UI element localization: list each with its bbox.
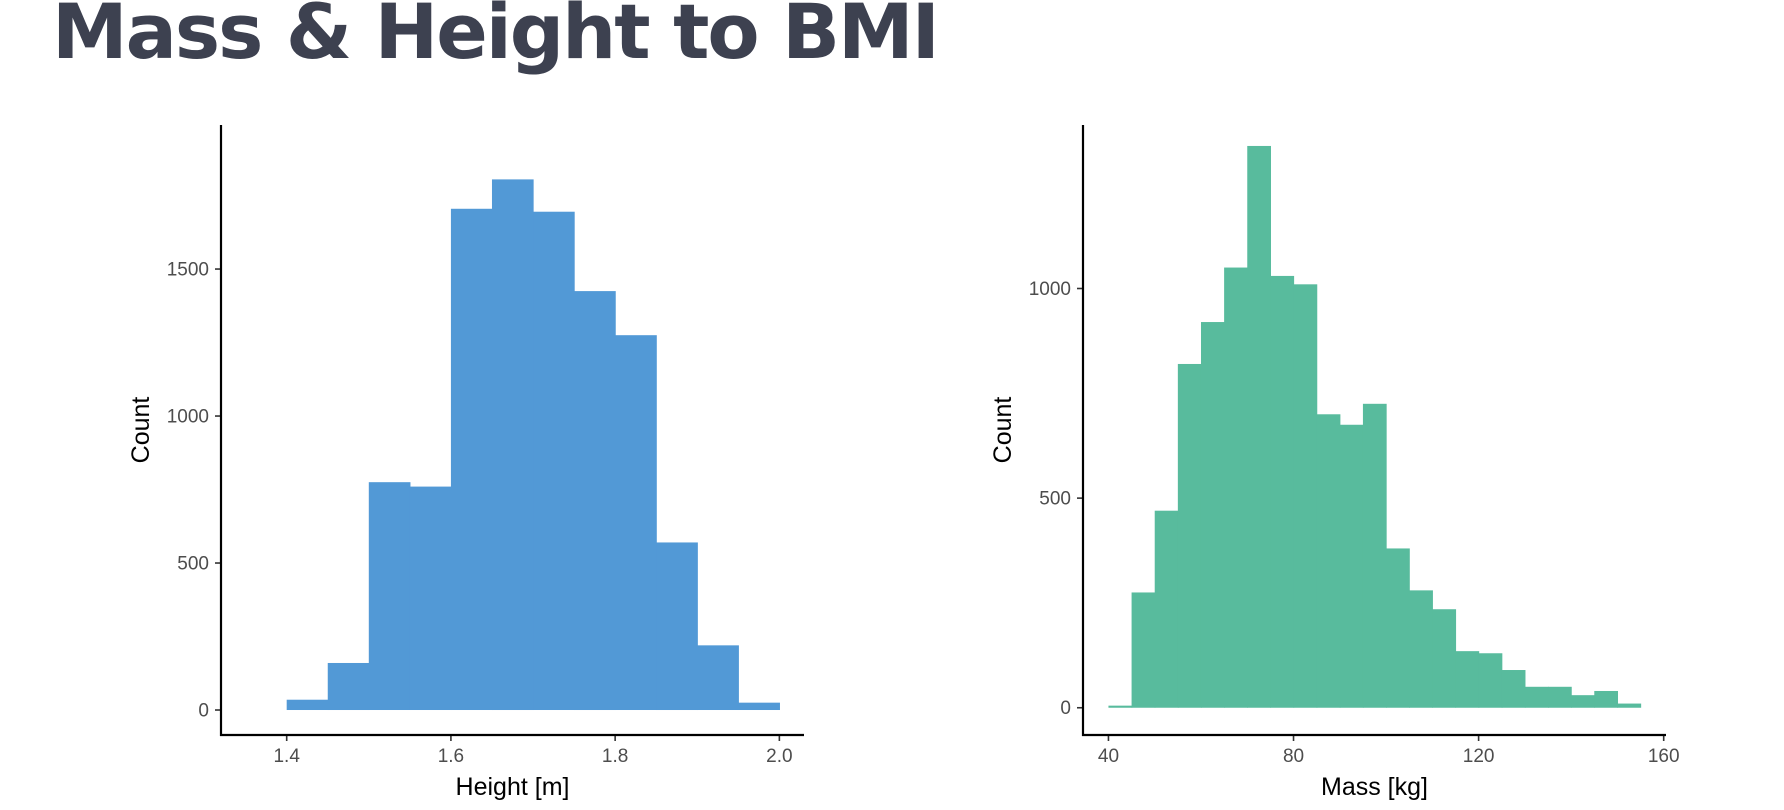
mass-x-tick-label-3: 160 — [1648, 746, 1680, 767]
height-bar-7 — [574, 291, 616, 711]
mass-bar-17 — [1501, 670, 1526, 708]
page-title: Mass & Height to BMI — [52, 0, 940, 76]
mass-bar-11 — [1362, 403, 1387, 708]
mass-x-tick-label-1: 80 — [1283, 746, 1304, 767]
mass-bar-8 — [1293, 284, 1318, 708]
height-bar-11 — [738, 702, 780, 711]
mass-histogram: 0 500 1000 40 80 120 160 Mass [kg] Count — [989, 125, 1680, 801]
height-histogram: 0 500 1000 1500 1.4 1.6 1.8 2.0 Height [m] Cou… — [127, 125, 804, 801]
mass-bar-14 — [1432, 609, 1457, 708]
mass-bar-6 — [1247, 145, 1271, 708]
height-bar-10 — [697, 645, 739, 711]
mass-x-tick-label-2: 120 — [1463, 746, 1495, 767]
height-bar-9 — [656, 542, 698, 711]
mass-y-tick-label-0: 0 — [1060, 698, 1071, 719]
height-x-tick-label-0: 1.4 — [273, 746, 300, 767]
mass-bar-13 — [1409, 590, 1433, 708]
height-y-tick-label-2: 1000 — [167, 407, 209, 428]
height-y-axis-title: Count — [127, 397, 155, 464]
mass-bar-21 — [1594, 690, 1619, 708]
mass-bar-3 — [1177, 363, 1202, 708]
mass-bar-15 — [1455, 651, 1480, 708]
mass-bar-4 — [1200, 322, 1225, 708]
height-y-tick-label-0: 0 — [198, 701, 209, 722]
mass-bar-16 — [1478, 653, 1503, 708]
mass-bar-7 — [1270, 275, 1295, 708]
mass-bar-12 — [1386, 548, 1410, 708]
mass-bars — [1108, 145, 1642, 708]
height-x-ticks: 1.4 1.6 1.8 2.0 — [273, 735, 793, 767]
mass-x-axis-title: Mass [kg] — [1321, 773, 1428, 801]
mass-bar-0 — [1108, 705, 1133, 708]
mass-bar-10 — [1339, 424, 1364, 708]
height-bars — [286, 179, 780, 711]
height-bar-5 — [491, 179, 534, 711]
mass-y-axis-title: Count — [989, 397, 1017, 464]
mass-y-tick-label-2: 1000 — [1029, 279, 1071, 300]
mass-bar-19 — [1548, 686, 1572, 708]
mass-y-tick-label-1: 500 — [1039, 489, 1071, 510]
mass-bar-2 — [1154, 510, 1179, 708]
mass-bar-1 — [1131, 592, 1156, 708]
height-y-tick-label-1: 500 — [177, 554, 209, 575]
height-x-axis-title: Height [m] — [456, 773, 570, 801]
mass-x-ticks: 40 80 120 160 — [1098, 735, 1680, 767]
height-bar-8 — [615, 335, 657, 711]
mass-bar-18 — [1524, 686, 1549, 708]
height-bar-3 — [409, 486, 452, 711]
height-bar-2 — [368, 482, 411, 711]
height-x-tick-label-1: 1.6 — [438, 746, 464, 767]
height-y-ticks: 0 500 1000 1500 — [167, 260, 221, 722]
mass-bar-22 — [1617, 703, 1642, 708]
height-x-tick-label-3: 2.0 — [766, 746, 792, 767]
height-bar-6 — [533, 211, 575, 711]
height-y-tick-label-3: 1500 — [167, 260, 209, 281]
mass-x-tick-label-0: 40 — [1098, 746, 1119, 767]
height-bar-4 — [450, 208, 493, 711]
mass-bar-9 — [1316, 414, 1341, 708]
height-bar-0 — [286, 699, 329, 711]
mass-bar-5 — [1224, 267, 1248, 708]
mass-y-ticks: 0 500 1000 — [1029, 279, 1083, 719]
mass-bar-20 — [1571, 695, 1595, 708]
height-bar-1 — [327, 662, 370, 711]
height-x-tick-label-2: 1.8 — [602, 746, 628, 767]
